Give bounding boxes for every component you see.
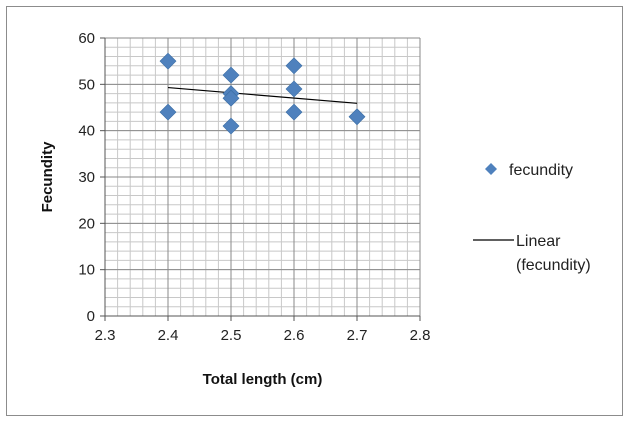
data-point [222,117,240,135]
y-tick-label: 60 [78,30,95,47]
trendline-group [167,86,358,104]
scatter-chart: 0 10 20 30 40 50 60 2.3 2.4 2.5 2.6 2.7 2.8 Fecundi… [39,30,591,388]
data-point [285,57,303,75]
x-tick-label: 2.5 [221,327,242,344]
legend: fecundity Linear (fecundity) [473,162,591,274]
data-point [159,52,177,70]
y-tick-label: 30 [78,169,95,186]
data-point [222,89,240,107]
chart-frame: 0 10 20 30 40 50 60 2.3 2.4 2.5 2.6 2.7 2.8 Fecundi… [6,6,623,416]
data-point [285,80,303,98]
y-tick-label: 20 [78,215,95,232]
y-axis-title: Fecundity [39,141,56,212]
data-point [222,66,240,84]
legend-label-fecundity: fecundity [509,162,573,179]
y-tick-label: 40 [78,123,95,140]
x-tick-label: 2.8 [410,327,431,344]
trendline [167,86,358,104]
x-tick-labels: 2.3 2.4 2.5 2.6 2.7 2.8 [95,327,431,344]
y-tick-labels: 0 10 20 30 40 50 60 [78,30,95,325]
data-point [285,103,303,121]
y-tick-label: 50 [78,76,95,93]
data-points [159,52,366,135]
x-tick-label: 2.4 [158,327,179,344]
major-gridlines [104,37,421,317]
data-point [348,108,366,126]
y-tick-label: 10 [78,262,95,279]
legend-label-trendline-line1: Linear [516,233,561,250]
axes [100,37,421,321]
y-tick-label: 0 [87,308,95,325]
x-axis-title: Total length (cm) [203,371,323,388]
data-point [159,103,177,121]
legend-marker-fecundity [485,163,497,175]
legend-label-trendline-line2: (fecundity) [516,257,591,274]
x-tick-label: 2.3 [95,327,116,344]
x-tick-label: 2.6 [284,327,305,344]
x-tick-label: 2.7 [347,327,368,344]
